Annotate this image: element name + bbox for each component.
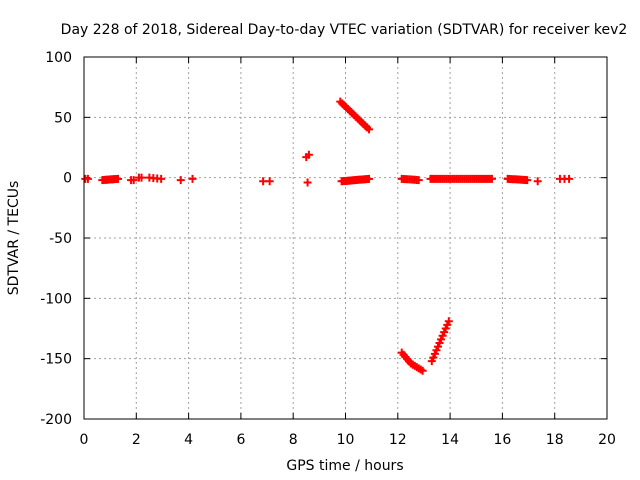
x-tick-label: 6 [236, 432, 245, 448]
x-tick-label: 12 [389, 432, 407, 448]
data-point [304, 150, 313, 159]
y-tick-label: 50 [54, 110, 72, 126]
y-axis-label: SDTVAR / TECUs [6, 181, 22, 296]
y-tick-label: 100 [45, 50, 72, 66]
data-point [487, 174, 496, 183]
x-tick-labels: 0 2 4 6 8 10 12 14 16 18 20 [80, 432, 616, 448]
y-tick-label: -50 [49, 231, 72, 247]
x-tick-label: 8 [289, 432, 298, 448]
data-points [81, 97, 574, 375]
data-point [414, 176, 423, 185]
data-point [265, 177, 274, 186]
x-tick-label: 10 [337, 432, 355, 448]
data-point [365, 125, 374, 134]
y-tick-label: -150 [40, 352, 72, 368]
data-point [533, 177, 542, 186]
data-point [129, 176, 138, 185]
data-point [565, 174, 574, 183]
x-tick-label: 18 [546, 432, 564, 448]
data-point [444, 317, 453, 326]
y-tick-labels: 100 50 0 -50 -100 -150 -200 [40, 50, 72, 428]
x-tick-label: 0 [80, 432, 89, 448]
y-tick-label: 0 [63, 171, 72, 187]
data-point [176, 176, 185, 185]
y-tick-label: -100 [40, 291, 72, 307]
x-tick-label: 20 [598, 432, 616, 448]
data-point [365, 174, 374, 183]
plot-frame [83, 56, 608, 420]
x-tick-label: 2 [132, 432, 141, 448]
x-tick-label: 16 [493, 432, 511, 448]
data-point [137, 173, 146, 182]
x-tick-label: 4 [184, 432, 193, 448]
chart-title: Day 228 of 2018, Sidereal Day-to-day VTE… [61, 22, 628, 38]
data-point [303, 178, 312, 187]
data-point [83, 174, 92, 183]
grid-lines [84, 57, 607, 419]
data-point [113, 174, 122, 183]
y-tick-label: -200 [40, 412, 72, 428]
data-point [157, 174, 166, 183]
data-point [523, 176, 532, 185]
x-axis-label: GPS time / hours [286, 458, 403, 474]
data-point [418, 366, 427, 375]
data-point [188, 174, 197, 183]
x-tick-label: 14 [441, 432, 459, 448]
